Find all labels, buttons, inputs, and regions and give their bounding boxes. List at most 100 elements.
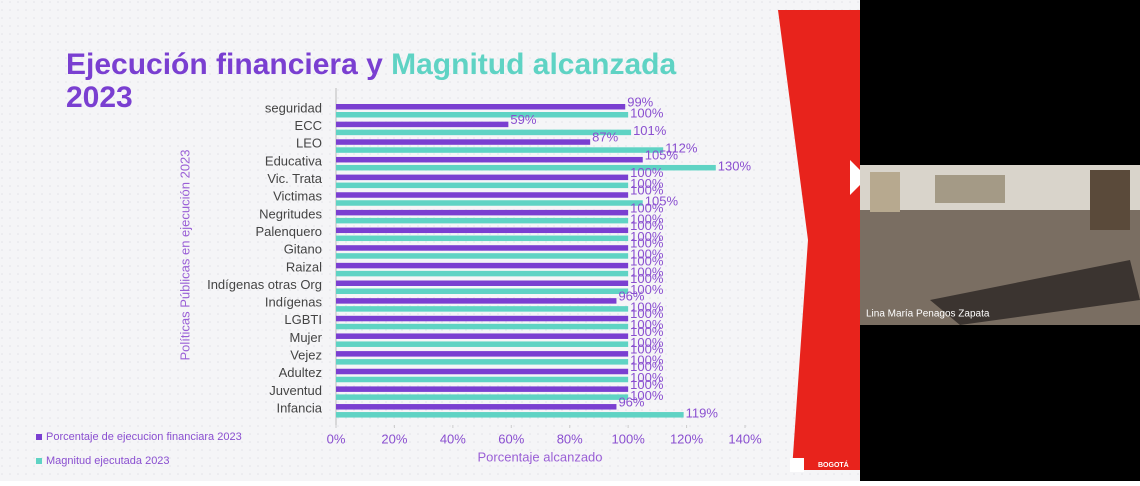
bar — [336, 376, 629, 383]
legend-swatch — [36, 458, 42, 464]
bar — [336, 129, 632, 136]
y-tick-label: LGBTI — [284, 312, 322, 327]
bar — [336, 368, 629, 375]
legend-label: Magnitud ejecutada 2023 — [46, 455, 170, 467]
value-label: 99% — [627, 94, 653, 109]
y-axis-title: Políticas Públicas en ejecución 2023 — [177, 149, 192, 360]
bar — [336, 192, 629, 198]
bar — [336, 227, 629, 234]
title-part: Magnitud alcanzada — [391, 48, 676, 81]
title-part: 2023 — [66, 81, 133, 114]
bar — [336, 386, 629, 392]
y-tick-label: Gitano — [284, 242, 322, 257]
y-tick-label: Indígenas otras Org — [207, 277, 322, 292]
value-label: 100% — [630, 324, 664, 339]
y-tick-label: Raizal — [286, 259, 322, 274]
value-label: 100% — [630, 335, 664, 350]
value-label: 130% — [718, 158, 752, 173]
logo: BOGOTÁ — [818, 460, 849, 469]
value-label: 105% — [645, 194, 679, 209]
x-axis-title: Porcentaje alcanzado — [477, 449, 602, 464]
bar — [336, 245, 629, 251]
y-tick-label: ECC — [295, 118, 322, 133]
bar — [336, 298, 617, 304]
participant-name: Lina María Penagos Zapata — [866, 309, 990, 320]
bar — [336, 323, 629, 330]
y-tick-label: Educativa — [265, 153, 323, 168]
y-tick-label: Adultez — [279, 365, 322, 380]
y-tick-label: Juventud — [269, 383, 322, 398]
legend-label: Porcentaje de ejecucion financiara 2023 — [46, 431, 242, 443]
value-label: 105% — [645, 147, 679, 162]
x-tick-label: 80% — [557, 431, 583, 446]
bar — [336, 412, 684, 418]
x-tick-label: 140% — [728, 431, 762, 446]
bar — [336, 288, 629, 294]
value-label: 100% — [630, 300, 664, 315]
value-label: 100% — [630, 105, 664, 120]
arrow-notch — [850, 160, 860, 195]
video-tile: Lina María Penagos Zapata — [860, 165, 1140, 325]
bar — [336, 112, 629, 118]
value-label: 100% — [630, 342, 664, 357]
y-tick-label: seguridad — [265, 100, 322, 115]
value-label: 100% — [630, 211, 664, 226]
value-label: 100% — [630, 200, 664, 215]
value-label: 100% — [630, 176, 664, 191]
video-table — [930, 260, 1140, 325]
value-label: 100% — [630, 253, 664, 268]
y-tick-label: Vejez — [290, 348, 322, 363]
x-tick-label: 20% — [381, 431, 407, 446]
value-label: 100% — [630, 317, 664, 332]
bar — [336, 209, 629, 216]
value-label: 100% — [630, 247, 664, 262]
value-label: 101% — [633, 123, 667, 138]
value-label: 100% — [630, 359, 664, 374]
logo-icon — [790, 458, 804, 472]
value-label: 119% — [686, 405, 719, 420]
bar — [336, 262, 629, 269]
y-tick-label: Mujer — [289, 330, 322, 345]
bar — [336, 104, 626, 110]
video-painting — [935, 175, 1005, 203]
bar — [336, 156, 643, 163]
value-label: 100% — [630, 183, 664, 198]
bar — [336, 235, 629, 242]
y-tick-label: LEO — [296, 136, 322, 151]
value-label: 100% — [630, 388, 664, 403]
bar — [336, 315, 629, 322]
y-tick-label: Negritudes — [259, 206, 322, 221]
value-label: 100% — [630, 229, 664, 244]
y-tick-label: Vic. Trata — [267, 171, 322, 186]
legend-swatch — [36, 434, 42, 440]
value-label: 59% — [510, 112, 536, 127]
bar — [336, 404, 617, 410]
bar — [336, 351, 629, 357]
bar — [336, 182, 629, 189]
x-tick-label: 120% — [670, 431, 704, 446]
bar — [336, 253, 629, 259]
value-label: 96% — [618, 289, 644, 304]
bar — [336, 200, 643, 206]
value-label: 100% — [630, 218, 664, 233]
bar — [336, 359, 629, 365]
y-tick-label: Indígenas — [265, 295, 323, 310]
bar — [336, 270, 629, 277]
value-label: 112% — [665, 141, 698, 156]
x-tick-label: 60% — [498, 431, 524, 446]
title-part: Ejecución financiera y — [66, 48, 391, 81]
red-band — [778, 10, 860, 470]
bar — [336, 333, 629, 339]
bar — [336, 280, 629, 286]
bar — [336, 174, 629, 181]
bar — [336, 147, 664, 153]
value-label: 100% — [630, 306, 664, 321]
y-tick-label: Palenquero — [256, 224, 323, 239]
value-label: 100% — [630, 377, 664, 392]
value-label: 87% — [592, 130, 618, 145]
bar — [336, 121, 509, 128]
video-shelf — [1090, 170, 1130, 230]
x-tick-label: 0% — [327, 431, 346, 446]
y-tick-label: Victimas — [273, 189, 322, 204]
